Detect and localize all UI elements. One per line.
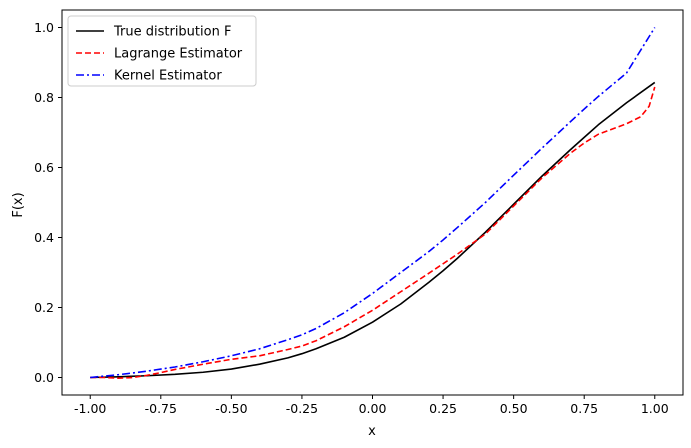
legend-box [67, 15, 257, 87]
x-tick-label: 0.50 [500, 401, 528, 416]
x-tick-label: 0.75 [570, 401, 598, 416]
y-tick-label: 0.4 [34, 230, 54, 245]
y-tick-label: 0.2 [34, 300, 54, 315]
y-tick-label: 0.8 [34, 90, 54, 105]
x-axis-label: x [368, 424, 376, 439]
legend-label-1: True distribution F [113, 25, 231, 40]
legend-label-2: Lagrange Estimator [114, 47, 243, 62]
x-tick-label: -1.00 [74, 401, 106, 416]
x-tick-label: 0.00 [359, 401, 387, 416]
legend-label-3: Kernel Estimator [114, 69, 222, 84]
y-tick-label: 1.0 [34, 20, 54, 35]
y-tick-label: 0.0 [34, 370, 54, 385]
x-tick-label: 0.25 [429, 401, 457, 416]
series-line-1 [90, 81, 656, 379]
x-tick-label: -0.25 [286, 401, 318, 416]
plot-area: -1.00 -0.75 -0.50 -0.25 0.00 0.25 0.50 0.75 1.00… [34, 9, 684, 416]
series-line-2 [90, 86, 656, 380]
y-tick-label: 0.6 [34, 160, 54, 175]
x-tick-label: 1.00 [641, 401, 669, 416]
y-axis-label: F(x) [11, 192, 26, 217]
x-tick-label: -0.75 [145, 401, 177, 416]
series-line-3 [90, 27, 656, 379]
x-tick-label: -0.50 [215, 401, 247, 416]
